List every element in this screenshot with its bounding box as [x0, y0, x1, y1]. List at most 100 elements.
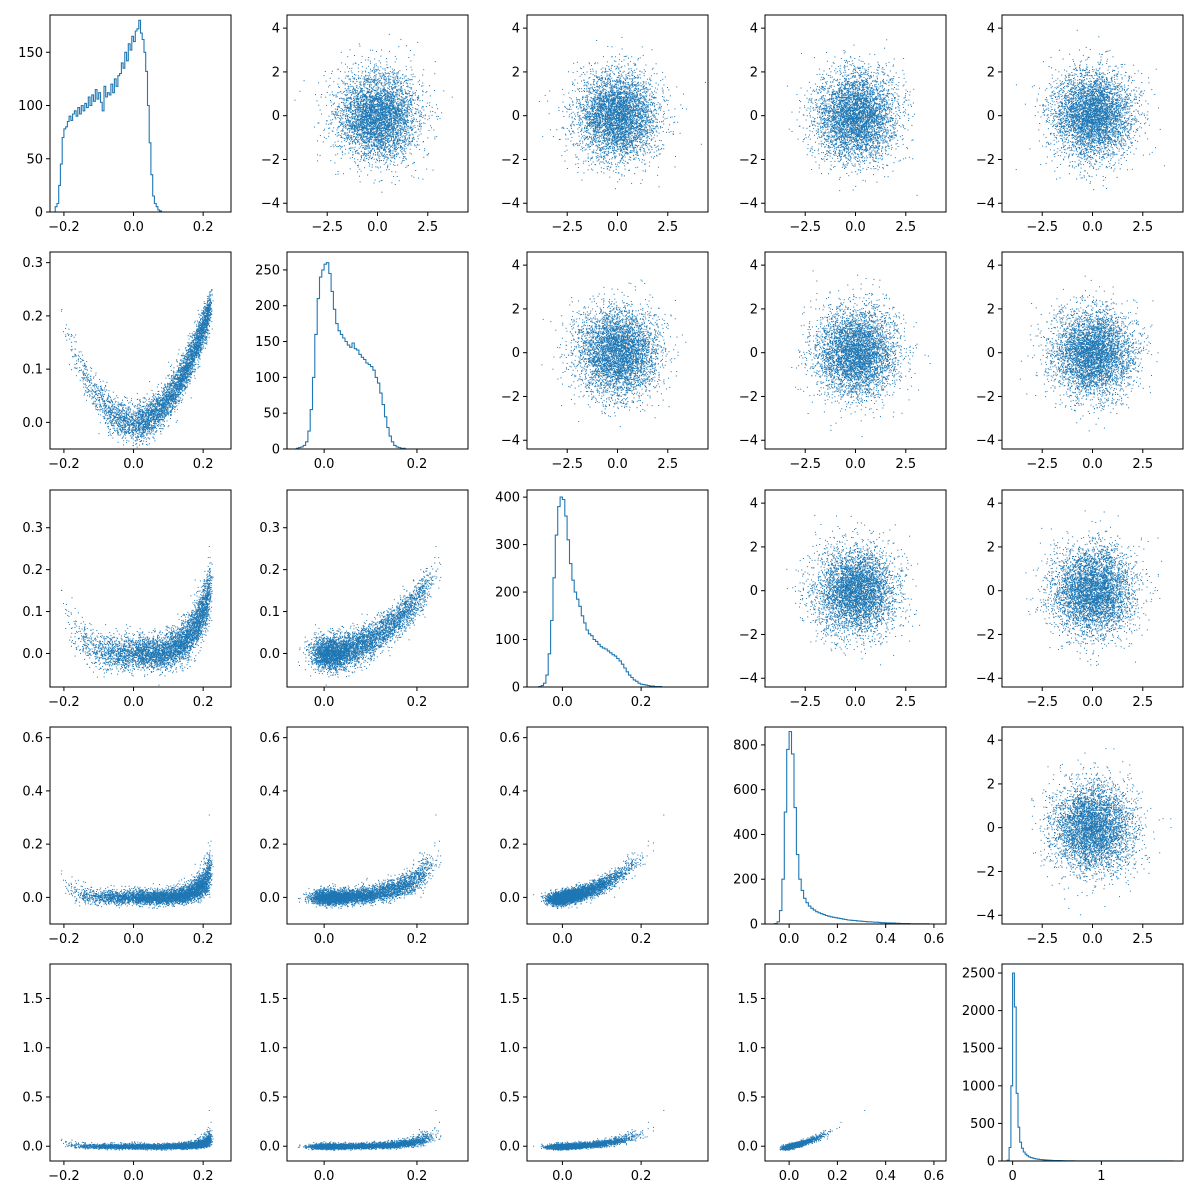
- scatter-point: [354, 119, 355, 120]
- scatter-point: [405, 131, 406, 132]
- scatter-point: [365, 161, 366, 162]
- scatter-point: [365, 71, 366, 72]
- scatter-point: [329, 133, 330, 134]
- scatter-point: [349, 142, 350, 143]
- scatter-point: [368, 155, 369, 156]
- scatter-point: [407, 119, 408, 120]
- pair-plot-figure: −0.2 0.0 0.2050100150−2.5 0.0 2.5−4−2024−2.5…: [0, 0, 1200, 1200]
- scatter-point: [411, 118, 412, 119]
- scatter-point: [422, 95, 423, 96]
- y-tick-label: 2: [272, 65, 280, 80]
- scatter-point: [363, 159, 364, 160]
- scatter-point: [421, 123, 422, 124]
- scatter-point: [396, 153, 397, 154]
- scatter-point: [388, 133, 389, 134]
- scatter-point: [338, 107, 339, 108]
- scatter-point: [332, 111, 333, 112]
- scatter-point: [340, 135, 341, 136]
- scatter-point: [375, 152, 376, 153]
- scatter-point: [421, 112, 422, 113]
- scatter-point: [345, 83, 346, 84]
- y-tick-label: 0: [272, 109, 280, 124]
- scatter-point: [434, 90, 435, 91]
- scatter-point: [417, 121, 418, 122]
- scatter-point: [403, 105, 404, 106]
- scatter-point: [393, 91, 394, 92]
- scatter-point: [380, 122, 381, 123]
- scatter-point: [378, 79, 379, 80]
- scatter-point: [405, 76, 406, 77]
- scatter-point: [369, 148, 370, 149]
- scatter-point: [402, 154, 403, 155]
- scatter-point: [369, 101, 370, 102]
- scatter-point: [341, 133, 342, 134]
- x-tick-label: 0.0: [123, 220, 144, 235]
- scatter-point: [346, 125, 347, 126]
- scatter-point: [346, 83, 347, 84]
- scatter-point: [411, 69, 412, 70]
- scatter-point: [349, 131, 350, 132]
- scatter-point: [328, 136, 329, 137]
- scatter-point: [382, 73, 383, 74]
- scatter-point: [359, 176, 360, 177]
- scatter-point: [379, 78, 380, 79]
- scatter-point: [380, 172, 381, 173]
- scatter-point: [342, 152, 343, 153]
- scatter-point: [388, 88, 389, 89]
- scatter-point: [411, 127, 412, 128]
- scatter-point: [354, 96, 355, 97]
- scatter-point: [380, 80, 381, 81]
- scatter-point: [346, 141, 347, 142]
- scatter-point: [365, 60, 366, 61]
- scatter-point: [392, 158, 393, 159]
- scatter-point: [427, 119, 428, 120]
- scatter-point: [389, 34, 390, 35]
- scatter-point: [392, 97, 393, 98]
- scatter-point: [379, 149, 380, 150]
- scatter-point: [325, 97, 326, 98]
- scatter-point: [411, 154, 412, 155]
- scatter-point: [377, 101, 378, 102]
- scatter-point: [425, 123, 426, 124]
- x-tick-label: 2.5: [417, 220, 438, 235]
- scatter-point: [352, 139, 353, 140]
- scatter-point: [348, 98, 349, 99]
- scatter-point: [405, 96, 406, 97]
- scatter-point: [347, 66, 348, 67]
- scatter-point: [348, 104, 349, 105]
- scatter-point: [397, 123, 398, 124]
- scatter-point: [395, 84, 396, 85]
- scatter-point: [391, 127, 392, 128]
- scatter-point: [351, 70, 352, 71]
- scatter-point: [427, 155, 428, 156]
- histogram-step-line: [55, 20, 165, 212]
- scatter-point: [404, 145, 405, 146]
- scatter-point: [395, 184, 396, 185]
- scatter-point: [350, 168, 351, 169]
- y-tick-label: 150: [18, 46, 43, 61]
- scatter-point: [354, 133, 355, 134]
- scatter-point: [400, 137, 401, 138]
- scatter-point: [353, 78, 354, 79]
- scatter-point: [380, 90, 381, 91]
- scatter-point: [372, 50, 373, 51]
- scatter-point: [369, 75, 370, 76]
- scatter-point: [355, 62, 356, 63]
- scatter-point: [364, 131, 365, 132]
- scatter-point: [350, 79, 351, 80]
- scatter-point: [432, 107, 433, 108]
- scatter-point: [363, 155, 364, 156]
- scatter-point: [361, 88, 362, 89]
- scatter-point: [412, 122, 413, 123]
- scatter-point: [386, 79, 387, 80]
- scatter-point: [392, 88, 393, 89]
- scatter-point: [374, 75, 375, 76]
- scatter-point: [362, 92, 363, 93]
- scatter-point: [344, 98, 345, 99]
- scatter-point: [398, 122, 399, 123]
- scatter-point: [337, 136, 338, 137]
- scatter-point: [422, 179, 423, 180]
- scatter-point: [420, 124, 421, 125]
- scatter-point: [345, 139, 346, 140]
- scatter-point: [385, 157, 386, 158]
